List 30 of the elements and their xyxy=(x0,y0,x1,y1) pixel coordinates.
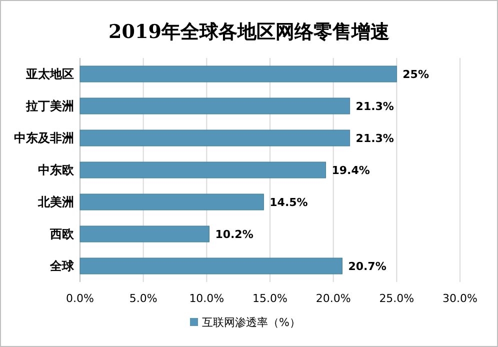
x-tick-label: 30.0% xyxy=(442,292,478,305)
x-tick-label: 10.0% xyxy=(189,292,224,305)
data-label: 19.4% xyxy=(332,164,370,177)
bar xyxy=(80,194,264,210)
y-tick-label: 全球 xyxy=(49,259,75,273)
y-tick-label: 拉丁美洲 xyxy=(25,99,74,113)
x-tick-label: 5.0% xyxy=(129,292,158,305)
data-label: 10.2% xyxy=(215,228,254,241)
x-tick-label: 0.0% xyxy=(66,292,94,305)
y-tick-label: 北美洲 xyxy=(37,195,74,209)
bar xyxy=(80,130,350,146)
bar xyxy=(80,226,210,242)
chart-title: 2019年全球各地区网络零售增速 xyxy=(108,21,390,43)
data-label: 21.3% xyxy=(356,100,394,113)
bar xyxy=(80,162,326,178)
x-tick-label: 20.0% xyxy=(316,292,351,305)
bar xyxy=(80,66,397,82)
y-tick-label: 亚太地区 xyxy=(25,67,74,81)
legend-label: 互联网渗透率（%） xyxy=(202,316,300,329)
x-tick-label: 15.0% xyxy=(252,292,288,305)
data-label: 20.7% xyxy=(348,260,386,273)
data-label: 14.5% xyxy=(270,196,308,209)
y-tick-label: 西欧 xyxy=(49,227,75,241)
y-tick-label: 中东及非洲 xyxy=(14,131,74,145)
data-label: 21.3% xyxy=(356,132,394,145)
bar xyxy=(80,258,342,274)
bar xyxy=(80,98,350,114)
y-tick-label: 中东欧 xyxy=(38,163,75,177)
x-tick-label: 25.0% xyxy=(379,292,414,305)
data-label: 25% xyxy=(402,68,430,81)
